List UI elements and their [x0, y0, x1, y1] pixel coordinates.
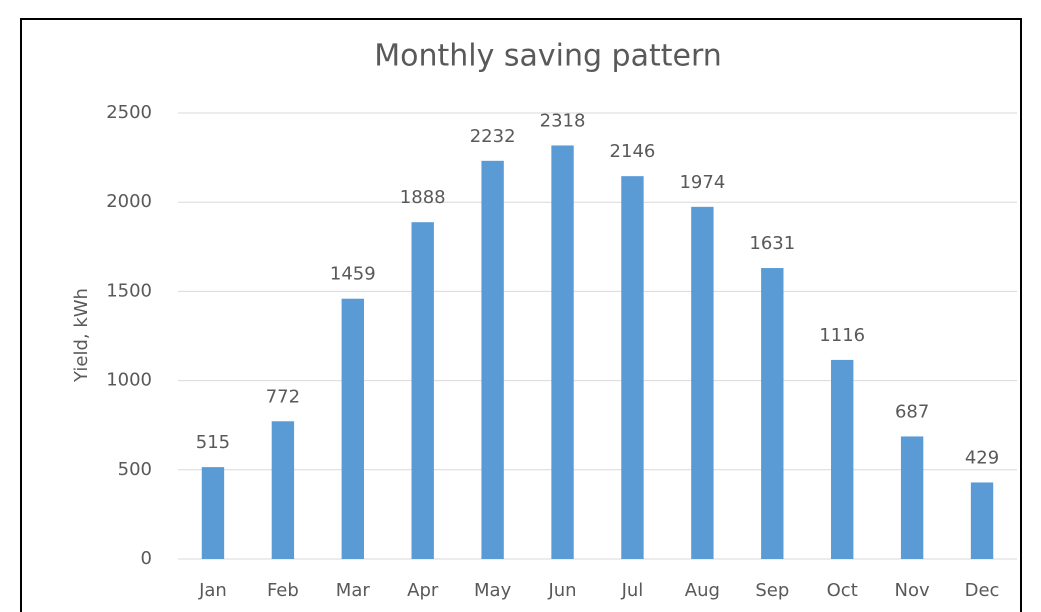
y-tick-label: 1000: [106, 370, 152, 391]
y-axis-label: Yield, kWh: [71, 288, 92, 383]
data-label: 1116: [819, 325, 865, 346]
data-label: 1631: [749, 233, 795, 254]
x-tick-label: Apr: [407, 580, 439, 601]
y-tick-label: 500: [118, 459, 152, 480]
data-label: 515: [196, 432, 230, 453]
y-tick-label: 2000: [106, 191, 152, 212]
data-label: 1974: [679, 172, 725, 193]
data-label: 2146: [610, 141, 656, 162]
x-tick-label: Nov: [895, 580, 930, 601]
y-tick-label: 2500: [106, 102, 152, 123]
x-tick-label: Aug: [685, 580, 720, 601]
x-tick-label: Oct: [827, 580, 858, 601]
data-label: 1459: [330, 264, 376, 285]
bar: [411, 222, 434, 560]
bar: [341, 298, 364, 559]
x-tick-label: Dec: [965, 580, 1000, 601]
chart-border: [20, 18, 1022, 612]
x-tick-label: Sep: [755, 580, 789, 601]
x-tick-label: Jul: [621, 580, 644, 601]
data-label: 2232: [470, 126, 516, 147]
x-tick-label: May: [474, 580, 512, 601]
x-tick-label: Mar: [336, 580, 371, 601]
bar: [201, 467, 225, 559]
x-tick-label: Feb: [267, 580, 299, 601]
bar: [831, 359, 854, 559]
bar: [900, 436, 924, 559]
x-tick-label: Jan: [198, 580, 227, 601]
data-label: 772: [266, 386, 300, 407]
data-label: 2318: [540, 110, 586, 131]
bar: [691, 206, 714, 560]
chart-title: Monthly saving pattern: [374, 39, 722, 74]
bar: [481, 160, 504, 559]
y-tick-label: 1500: [106, 280, 152, 301]
bar: [551, 145, 574, 559]
data-label: 1888: [400, 187, 446, 208]
bar: [761, 268, 784, 559]
y-tick-label: 0: [141, 548, 152, 569]
data-label: 429: [965, 447, 999, 468]
bar: [970, 482, 994, 559]
bar: [621, 176, 644, 559]
bar: [271, 421, 295, 559]
data-label: 687: [895, 401, 929, 422]
x-tick-label: Jun: [547, 580, 576, 601]
